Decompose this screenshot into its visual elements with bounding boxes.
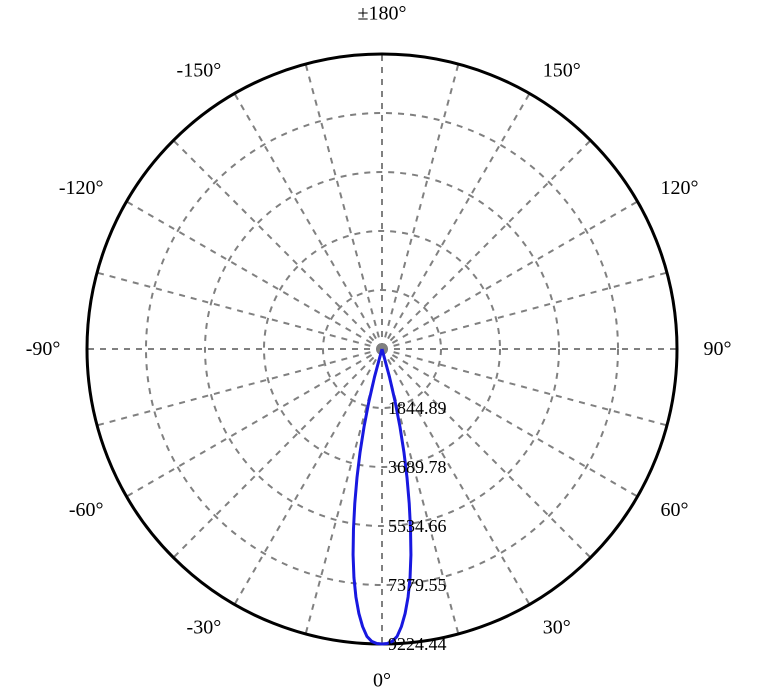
angle-label: -90° (26, 338, 61, 360)
radial-label: 1844.89 (388, 398, 447, 418)
radial-label: 9224.44 (388, 634, 447, 654)
angle-label: -30° (187, 616, 222, 638)
radial-label: 3689.78 (388, 457, 447, 477)
angle-label: 30° (543, 616, 571, 638)
radial-label: 5534.66 (388, 516, 447, 536)
angle-label: 120° (660, 177, 698, 199)
angle-label: 0° (373, 670, 391, 692)
angle-label: 150° (543, 60, 581, 82)
polar-chart: 1844.89 3689.78 5534.66 7379.55 9224.44 0° 30°… (0, 0, 765, 698)
angle-label: -120° (59, 177, 104, 199)
angle-label: -150° (177, 60, 222, 82)
angle-label: ±180° (358, 2, 407, 24)
angle-label: 60° (660, 499, 688, 521)
angle-label: -60° (69, 499, 104, 521)
radial-label: 7379.55 (388, 575, 447, 595)
angle-label: 90° (704, 338, 732, 360)
